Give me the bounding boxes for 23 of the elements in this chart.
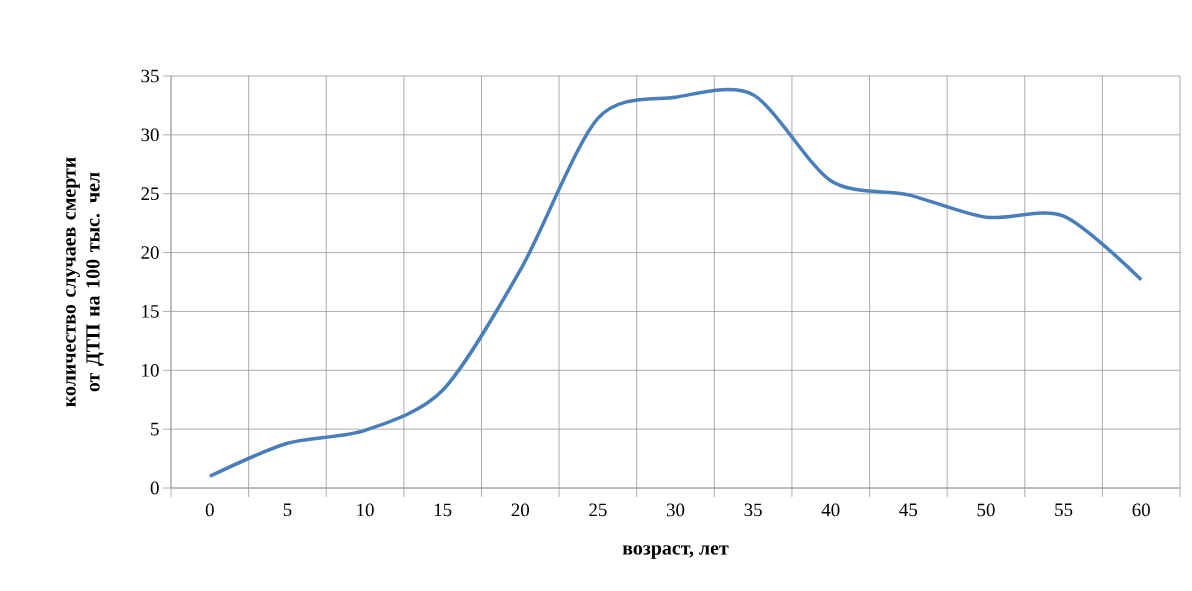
x-tick-label: 50 <box>977 503 995 517</box>
y-tick-label: 10 <box>142 363 159 377</box>
x-tick-label: 60 <box>1132 503 1150 517</box>
x-tick-label: 20 <box>511 503 529 517</box>
x-tick-label: 15 <box>434 503 452 517</box>
x-tick-label: 25 <box>589 503 607 517</box>
x-tick-label: 10 <box>357 503 374 517</box>
y-tick-label: 15 <box>142 305 159 318</box>
x-tick-label: 0 <box>205 503 214 517</box>
x-tick-label: 40 <box>821 503 840 517</box>
x-tick-label: 45 <box>899 503 918 517</box>
y-tick-label: 35 <box>141 69 159 83</box>
x-tick-label: 55 <box>1055 503 1073 517</box>
y-tick-label: 30 <box>141 128 159 142</box>
x-tick-label: 35 <box>744 503 762 517</box>
x-axis-title: возраст, лет <box>622 545 729 559</box>
x-tick-label: 30 <box>666 503 685 517</box>
y-tick-label: 5 <box>151 422 159 436</box>
x-tick-label: 5 <box>283 503 292 517</box>
y-tick-label: 0 <box>150 481 159 495</box>
y-tick-label: 20 <box>141 246 159 259</box>
y-tick-label: 25 <box>141 187 159 201</box>
y-axis-title: количество случаев смерти от ДТП на 100 тыс. чел <box>66 157 104 407</box>
